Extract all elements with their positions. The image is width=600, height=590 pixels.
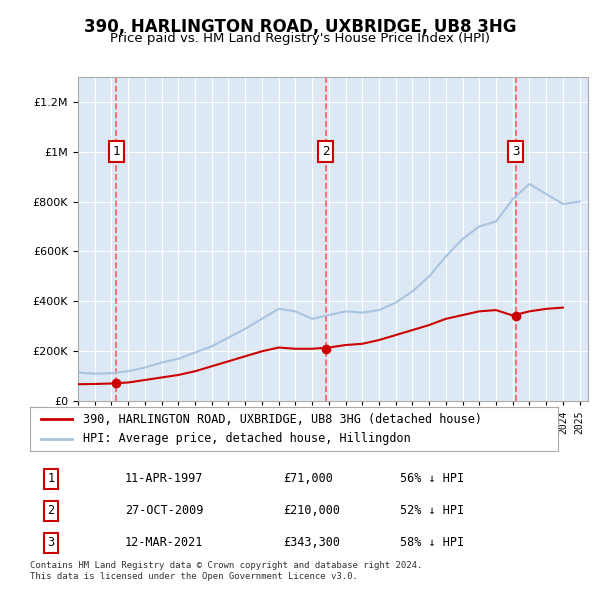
Text: £343,300: £343,300 — [283, 536, 340, 549]
Text: 27-OCT-2009: 27-OCT-2009 — [125, 504, 203, 517]
Text: Contains HM Land Registry data © Crown copyright and database right 2024.: Contains HM Land Registry data © Crown c… — [30, 560, 422, 569]
Text: 1: 1 — [47, 472, 55, 485]
Text: 52% ↓ HPI: 52% ↓ HPI — [400, 504, 464, 517]
Text: 3: 3 — [47, 536, 55, 549]
Text: 2: 2 — [47, 504, 55, 517]
Text: 3: 3 — [512, 145, 520, 158]
Text: HPI: Average price, detached house, Hillingdon: HPI: Average price, detached house, Hill… — [83, 432, 410, 445]
Text: Price paid vs. HM Land Registry's House Price Index (HPI): Price paid vs. HM Land Registry's House … — [110, 32, 490, 45]
Text: 56% ↓ HPI: 56% ↓ HPI — [400, 472, 464, 485]
Text: £71,000: £71,000 — [283, 472, 334, 485]
Text: 12-MAR-2021: 12-MAR-2021 — [125, 536, 203, 549]
Text: 390, HARLINGTON ROAD, UXBRIDGE, UB8 3HG: 390, HARLINGTON ROAD, UXBRIDGE, UB8 3HG — [84, 18, 516, 35]
Text: 11-APR-1997: 11-APR-1997 — [125, 472, 203, 485]
Text: 390, HARLINGTON ROAD, UXBRIDGE, UB8 3HG (detached house): 390, HARLINGTON ROAD, UXBRIDGE, UB8 3HG … — [83, 413, 482, 426]
Text: 1: 1 — [112, 145, 120, 158]
Text: 2: 2 — [322, 145, 329, 158]
Text: £210,000: £210,000 — [283, 504, 340, 517]
Text: 58% ↓ HPI: 58% ↓ HPI — [400, 536, 464, 549]
Text: This data is licensed under the Open Government Licence v3.0.: This data is licensed under the Open Gov… — [30, 572, 358, 581]
